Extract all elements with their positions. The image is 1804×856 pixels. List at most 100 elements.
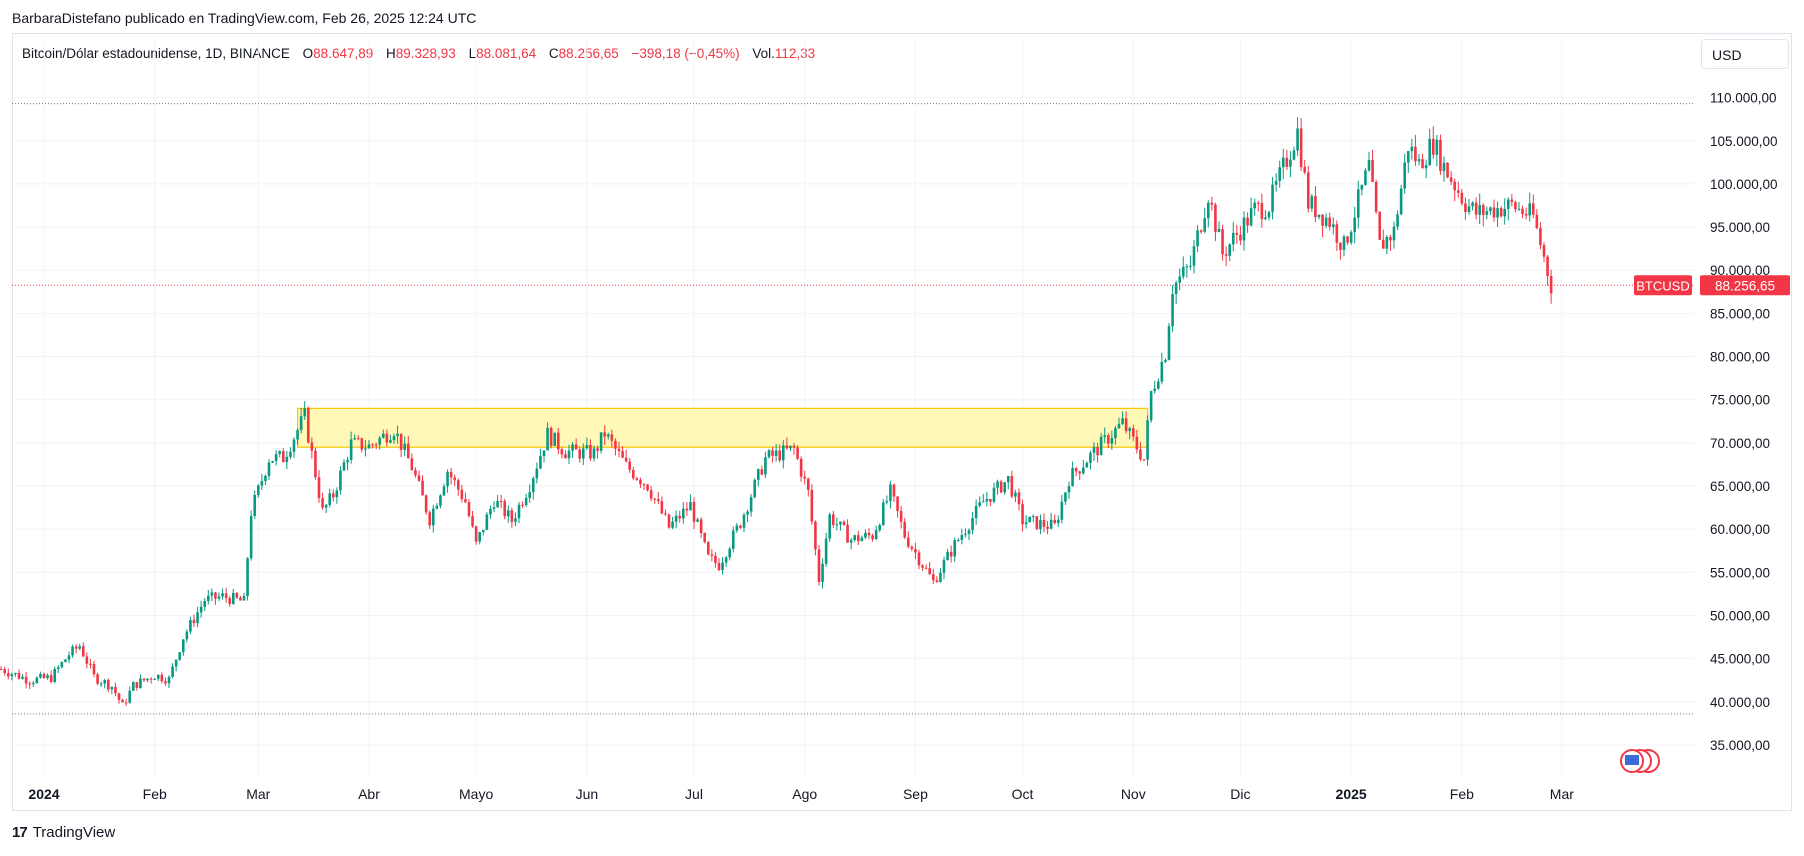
- candle-down: [1492, 199, 1496, 222]
- candle-down: [1214, 202, 1217, 242]
- candle-body: [1171, 294, 1174, 327]
- candle-body: [1528, 203, 1532, 216]
- x-tick-label: Jul: [685, 786, 703, 802]
- candle-body: [114, 686, 117, 694]
- candle-body: [1117, 423, 1121, 429]
- candle-body: [824, 538, 828, 564]
- candle-body: [1096, 447, 1099, 456]
- candle-body: [1374, 181, 1378, 212]
- currency-selector[interactable]: USD: [1701, 39, 1789, 69]
- chart-frame: [12, 33, 1792, 811]
- candle-body: [71, 646, 74, 656]
- candle-up: [1406, 150, 1410, 174]
- candle-down: [85, 652, 89, 669]
- candle-down: [1131, 424, 1135, 442]
- candle-body: [731, 530, 735, 549]
- candle-body: [6, 673, 10, 677]
- candle-body: [1310, 196, 1314, 209]
- candle-down: [1539, 222, 1542, 250]
- candle-up: [746, 509, 749, 522]
- candle-body: [1474, 202, 1478, 215]
- candle-body: [642, 484, 646, 486]
- candle-down: [639, 477, 642, 489]
- candle-down: [224, 587, 228, 603]
- candle-up: [1528, 192, 1532, 222]
- candle-down: [739, 524, 742, 530]
- candle-up: [553, 432, 557, 447]
- candle-down: [796, 445, 799, 461]
- candle-down: [642, 483, 646, 490]
- candle-body: [864, 532, 867, 538]
- event-flags-icon: [1620, 749, 1660, 773]
- candle-body: [560, 449, 564, 455]
- candle-up: [774, 443, 778, 462]
- candle-up: [1006, 475, 1010, 490]
- candle-body: [1214, 204, 1217, 233]
- candle-body: [389, 440, 392, 443]
- tradingview-logo[interactable]: 17 TradingView: [12, 824, 115, 841]
- candle-down: [471, 511, 474, 528]
- candle-body: [696, 519, 699, 522]
- candle-down: [578, 446, 582, 463]
- candle-body: [131, 682, 135, 691]
- candle-down: [1431, 126, 1435, 159]
- candle-body: [1289, 159, 1292, 167]
- candle-up: [381, 429, 385, 439]
- candle-body: [164, 681, 167, 684]
- candle-body: [331, 493, 335, 498]
- candle-body: [3, 669, 7, 674]
- candle-body: [717, 562, 721, 571]
- candle-up: [392, 433, 396, 444]
- candle-up: [878, 523, 882, 533]
- candle-body: [956, 539, 960, 541]
- candle-up: [1171, 285, 1174, 332]
- candle-up: [1274, 173, 1278, 192]
- candle-body: [789, 445, 792, 449]
- candle-down: [771, 446, 774, 463]
- candles: [0, 117, 1553, 707]
- candle-up: [489, 505, 492, 519]
- candle-down: [867, 528, 871, 540]
- candle-body: [506, 510, 510, 517]
- candle-body: [160, 674, 164, 682]
- candle-down: [1210, 196, 1214, 211]
- candle-body: [356, 438, 360, 440]
- candle-up: [1089, 450, 1092, 470]
- candle-body: [1056, 519, 1060, 524]
- symbol-name[interactable]: Bitcoin/Dólar estadounidense, 1D, BINANC…: [22, 46, 290, 61]
- candle-down: [628, 457, 632, 473]
- candle-up: [853, 534, 857, 543]
- candle-body: [860, 537, 864, 542]
- candle-body: [656, 499, 660, 502]
- candle-body: [1078, 471, 1082, 474]
- candle-up: [1164, 358, 1167, 364]
- candle-body: [28, 683, 32, 685]
- candle-up: [53, 666, 57, 684]
- candle-body: [981, 501, 985, 503]
- candle-body: [299, 416, 303, 431]
- candle-body: [639, 479, 642, 485]
- candle-body: [896, 496, 899, 512]
- candle-body: [960, 535, 964, 540]
- candle-up: [849, 537, 853, 550]
- candle-body: [1303, 167, 1307, 173]
- candle-down: [1142, 459, 1146, 461]
- candle-down: [235, 591, 239, 600]
- candle-down: [617, 441, 621, 458]
- candle-down: [464, 492, 467, 503]
- candle-up: [528, 484, 532, 503]
- candle-body: [1021, 504, 1024, 525]
- candle-body: [146, 678, 149, 681]
- candle-body: [1449, 177, 1453, 182]
- candle-up: [1399, 184, 1403, 216]
- x-tick-label: 2024: [28, 786, 59, 802]
- candle-up: [439, 494, 442, 509]
- candle-body: [78, 646, 82, 649]
- candle-up: [1128, 426, 1132, 440]
- candle-body: [1114, 428, 1117, 439]
- candle-down: [414, 467, 417, 478]
- candle-down: [1078, 470, 1082, 481]
- candle-body: [1296, 128, 1299, 151]
- candle-body: [35, 677, 39, 684]
